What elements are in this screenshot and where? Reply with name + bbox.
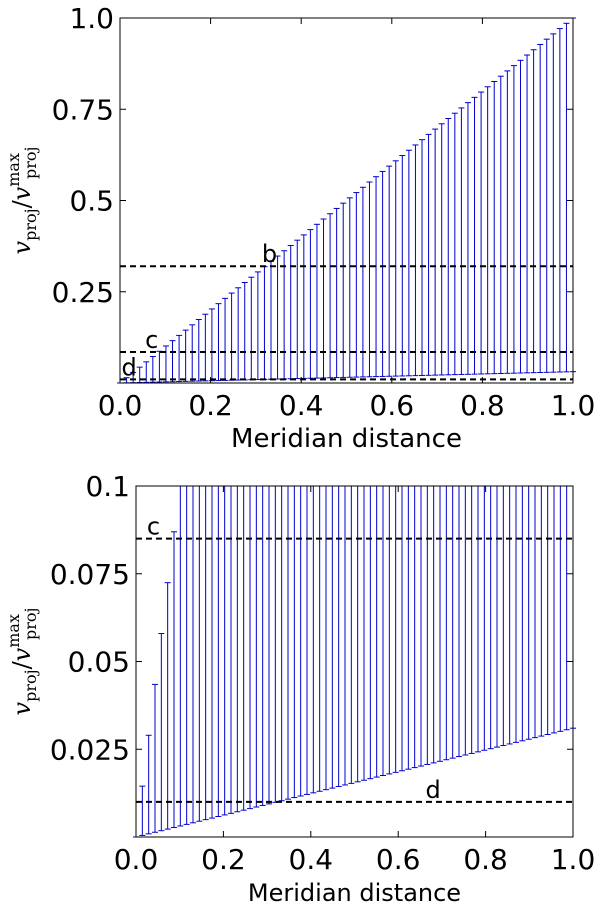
y-tick-label: 0.75 — [52, 93, 114, 126]
reference-label-d: d — [121, 353, 136, 381]
chart-panel-2: c d 0.0 0.2 0.4 0.6 0.8 1.0 0.025 0.05 0.075 0.1 Mer… — [4, 470, 595, 904]
reference-label-c: c — [147, 513, 160, 541]
x-tick-label: 1.0 — [551, 843, 596, 876]
y-axis-label: vproj/vmaxproj — [4, 147, 40, 255]
y-tick-label: 1.0 — [69, 2, 114, 35]
x-tick-label: 0.6 — [370, 389, 415, 422]
y-tick-label: 0.075 — [50, 558, 130, 591]
y-tick-label: 0.05 — [68, 646, 130, 679]
x-axis-label: Meridian distance — [248, 879, 461, 904]
x-tick-label: 0.2 — [188, 389, 233, 422]
x-tick-label: 0.8 — [463, 843, 508, 876]
x-tick-label: 0.6 — [376, 843, 421, 876]
y-axis-label: vproj/vmaxproj — [4, 608, 40, 716]
x-axis-label: Meridian distance — [231, 424, 462, 454]
reference-label-b: b — [262, 240, 277, 268]
x-tick-label: 0.0 — [98, 389, 143, 422]
reference-label-c: c — [145, 326, 158, 354]
x-tick-label: 0.4 — [289, 843, 334, 876]
reference-label-d: d — [426, 776, 441, 804]
x-tick-label: 1.0 — [551, 389, 596, 422]
y-tick-label: 0.025 — [50, 733, 130, 766]
y-tick-label: 0.5 — [69, 185, 114, 218]
x-tick-label: 0.4 — [279, 389, 324, 422]
x-tick-label: 0.8 — [460, 389, 505, 422]
chart-panel-1: b cd 0.0 0.2 0.4 0.6 0.8 1.0 0.25 0.5 0.75 1.0 Merid… — [4, 2, 595, 454]
x-tick-label: 0.2 — [201, 843, 246, 876]
plot-frame — [119, 17, 574, 384]
x-tick-label: 0.0 — [114, 843, 159, 876]
y-tick-label: 0.1 — [85, 470, 130, 503]
y-tick-label: 0.25 — [52, 276, 114, 309]
